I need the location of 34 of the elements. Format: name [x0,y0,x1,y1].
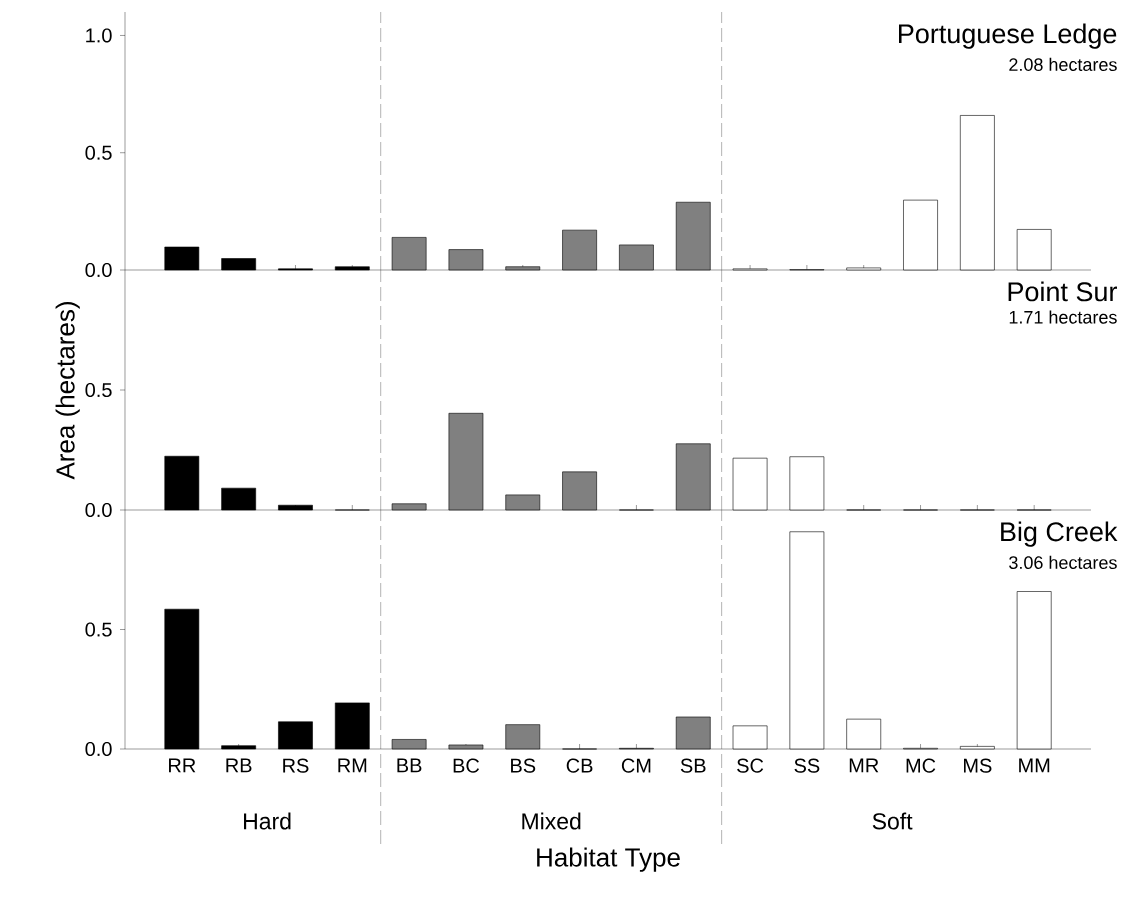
y-tick-label: 1.0 [86,28,112,43]
x-axis-title: Habitat Type [537,847,680,872]
y-tick-label: 0.0 [85,262,112,278]
x-tick-label: MC [906,758,936,773]
x-tick-label: SC [737,758,764,773]
text: 1.71 hectares [1009,310,1117,324]
x-tick-label: RM [338,758,367,773]
x-tick-label: RS [283,758,309,773]
x-tick-label: SS [794,758,820,773]
y-tick-label: 0.0 [85,502,112,518]
text: 2.08 hectares [1009,57,1117,71]
text: Soft [872,812,913,830]
text: Mixed [522,812,581,830]
x-tick-label: RR [169,758,196,773]
x-tick-label: MR [849,758,879,773]
y-tick-label: 0.5 [85,145,112,160]
chart-title: Big Creek [1001,521,1118,547]
x-tick-label: CB [566,758,593,773]
y-tick-label: 0.5 [85,382,112,398]
text: Hard [244,812,291,830]
x-tick-label: CM [621,758,651,773]
x-tick-label: MS [964,758,992,773]
x-tick-label: RB [226,758,252,773]
x-tick-label: BB [397,758,422,773]
chart-title: Portuguese Ledge [899,23,1117,49]
y-axis-title: Area (hectares) [55,302,80,480]
y-tick-label: 0.5 [85,622,112,637]
x-tick-label: MM [1019,758,1050,773]
chart-title: Point Sur [1008,281,1117,302]
x-tick-label: BS [511,758,536,773]
text: 3.06 hectares [1009,555,1117,569]
x-tick-label: SB [680,758,706,773]
x-tick-label: BC [453,758,480,773]
y-tick-label: 0.0 [85,741,112,757]
